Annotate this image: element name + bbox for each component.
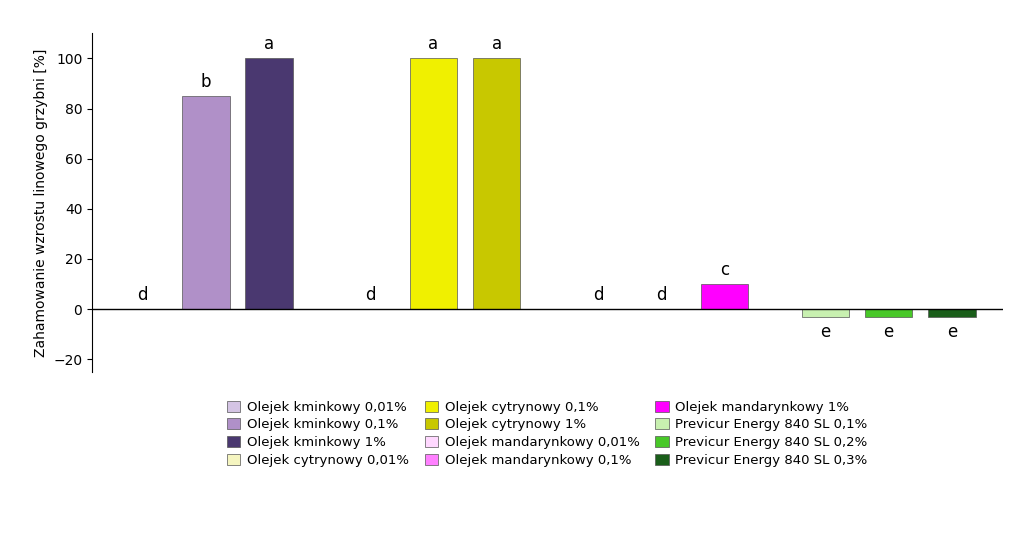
Text: d: d — [137, 286, 148, 304]
Text: b: b — [201, 73, 211, 91]
Text: e: e — [820, 323, 831, 341]
Y-axis label: Zahamowanie wzrostu linowego grzybni [%]: Zahamowanie wzrostu linowego grzybni [%] — [34, 48, 48, 357]
Bar — [182, 96, 229, 309]
Bar — [928, 309, 976, 317]
Text: d: d — [656, 286, 666, 304]
Text: d: d — [365, 286, 375, 304]
Bar — [410, 58, 457, 309]
Bar — [246, 58, 293, 309]
Bar — [865, 309, 913, 317]
Text: e: e — [947, 323, 958, 341]
Text: a: a — [429, 36, 439, 53]
Text: a: a — [492, 36, 502, 53]
Text: d: d — [592, 286, 604, 304]
Legend: Olejek kminkowy 0,01%, Olejek kminkowy 0,1%, Olejek kminkowy 1%, Olejek cytrynow: Olejek kminkowy 0,01%, Olejek kminkowy 0… — [222, 395, 873, 472]
Bar — [802, 309, 849, 317]
Text: c: c — [720, 261, 729, 279]
Bar — [701, 284, 748, 309]
Text: a: a — [264, 36, 274, 53]
Bar — [473, 58, 521, 309]
Text: e: e — [884, 323, 894, 341]
